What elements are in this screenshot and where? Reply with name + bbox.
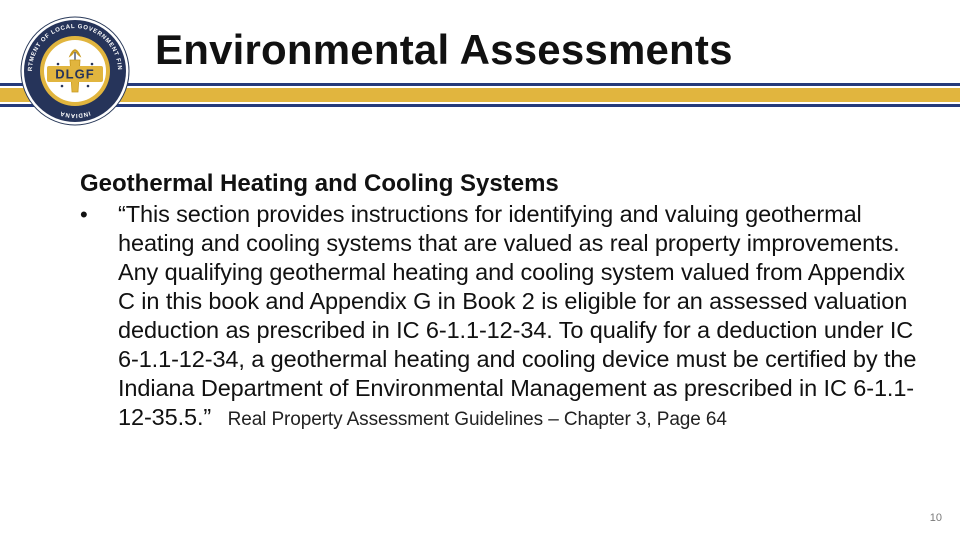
- header-bar-gold: [0, 88, 960, 102]
- header-bar-top: [0, 83, 960, 86]
- dlgf-seal-logo: DLGF DEPARTMENT OF LOCAL GOVERNMENT FINA…: [20, 16, 130, 126]
- bullet-item: • “This section provides instructions fo…: [80, 200, 920, 434]
- subheading: Geothermal Heating and Cooling Systems: [80, 170, 920, 198]
- bullet-marker: •: [80, 200, 118, 229]
- slide: DLGF DEPARTMENT OF LOCAL GOVERNMENT FINA…: [0, 0, 960, 540]
- bullet-text: “This section provides instructions for …: [118, 200, 920, 434]
- citation: Real Property Assessment Guidelines – Ch…: [218, 409, 727, 430]
- page-number: 10: [930, 512, 942, 524]
- header-bar-bottom: [0, 104, 960, 107]
- bullet-quote: “This section provides instructions for …: [118, 201, 916, 430]
- slide-body: Geothermal Heating and Cooling Systems •…: [80, 170, 920, 434]
- slide-title: Environmental Assessments: [155, 26, 733, 74]
- seal-acronym: DLGF: [55, 67, 94, 82]
